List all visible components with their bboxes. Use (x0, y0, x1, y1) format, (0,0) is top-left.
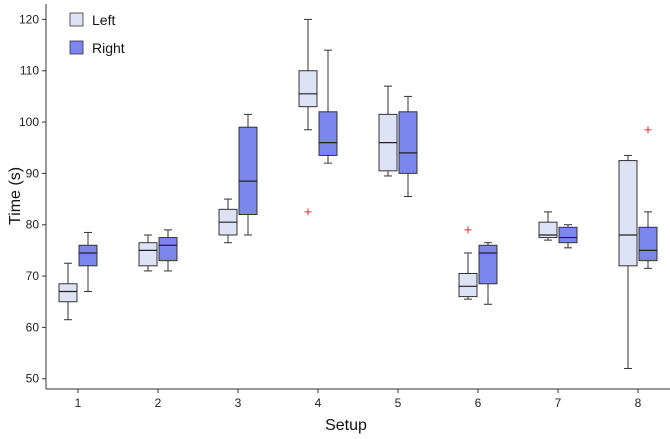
x-tick-label: 2 (155, 396, 162, 410)
boxes (58, 18, 658, 369)
box-group-left-7 (538, 211, 558, 241)
box (398, 111, 418, 174)
y-tick-label: 120 (19, 12, 39, 26)
box (58, 283, 78, 303)
box-group-right-2 (158, 229, 178, 272)
axes (45, 4, 670, 390)
legend: Left Right (69, 12, 125, 56)
y-axis-title: Time (s) (7, 167, 24, 225)
box-group-left-5 (378, 85, 398, 177)
box-group-right-7 (558, 224, 578, 249)
box-group-right-4 (318, 49, 338, 164)
box (618, 160, 638, 267)
x-tick-label: 6 (475, 396, 482, 410)
box (298, 70, 318, 108)
x-tick-label: 7 (555, 396, 562, 410)
box (638, 226, 658, 262)
y-tick-label: 90 (26, 166, 40, 180)
box (158, 237, 178, 262)
box (138, 242, 158, 267)
box-group-left-6 (458, 226, 478, 300)
y-tick-label: 110 (20, 64, 39, 78)
legend-label-right: Right (92, 40, 125, 56)
box (478, 244, 498, 285)
box (458, 273, 478, 298)
x-tick-label: 3 (235, 396, 242, 410)
x-tick-label: 1 (75, 396, 82, 410)
x-axis-title: Setup (325, 417, 367, 434)
box-group-left-2 (138, 234, 158, 272)
y-tick-label: 70 (26, 269, 40, 283)
box (558, 226, 578, 244)
box-group-left-8 (618, 154, 638, 369)
x-tick-label: 8 (635, 396, 642, 410)
y-tick-label: 60 (26, 320, 40, 334)
legend-swatch-right (69, 40, 84, 55)
legend-swatch-left (69, 12, 84, 27)
y-tick-label: 100 (19, 115, 39, 129)
y-tick-label: 80 (26, 218, 40, 232)
box-group-left-3 (218, 198, 238, 244)
legend-label-left: Left (92, 12, 115, 28)
box (78, 244, 98, 267)
box (538, 221, 558, 239)
x-tick-label: 5 (395, 396, 402, 410)
box-group-right-8 (638, 126, 658, 269)
box (318, 111, 338, 156)
ticks: 50 60 70 80 90 100 110 120 1 2 3 4 5 6 7 8 (19, 12, 642, 410)
box-group-left-1 (58, 262, 78, 321)
box-group-right-6 (478, 242, 498, 305)
box-group-right-5 (398, 95, 418, 197)
box (238, 126, 258, 215)
box-group-left-4 (298, 18, 318, 216)
y-tick-label: 50 (26, 372, 40, 386)
box-group-right-1 (78, 231, 98, 292)
x-tick-label: 4 (315, 396, 322, 410)
box-group-right-3 (238, 113, 258, 236)
